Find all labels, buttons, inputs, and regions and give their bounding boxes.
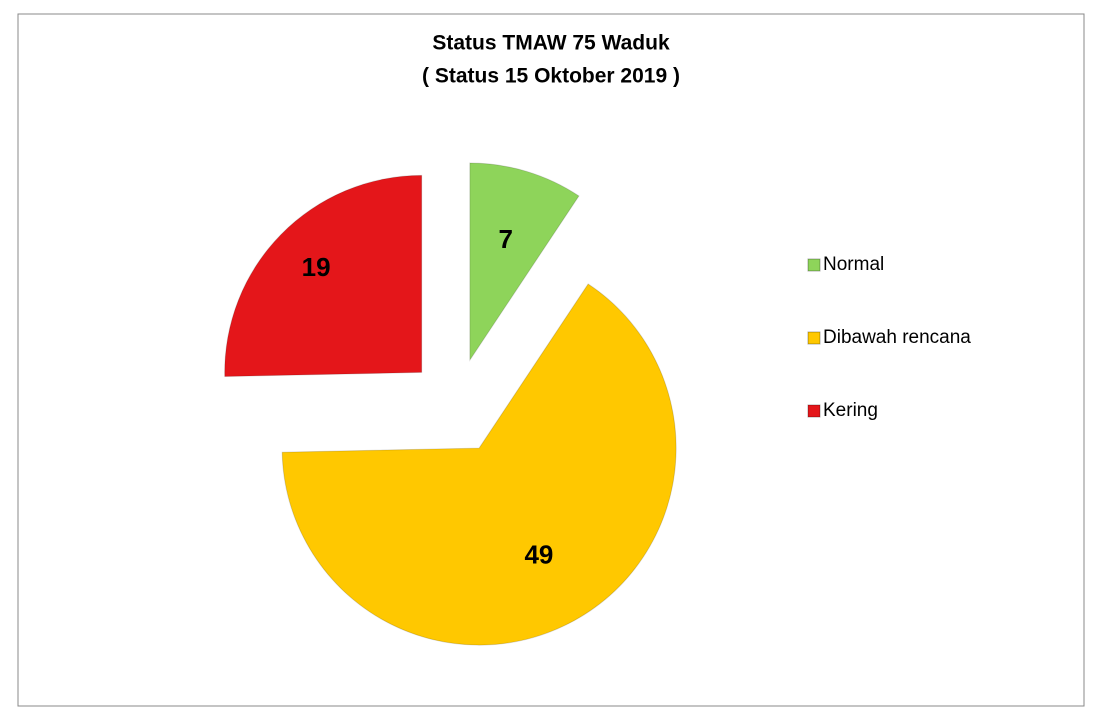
legend-swatch [807,404,821,418]
pie-slice [224,174,423,378]
data-label: 19 [302,252,331,282]
legend-label: Dibawah rencana [823,327,971,348]
data-label: 7 [499,224,513,254]
pie-slice [469,162,580,362]
pie-slice [281,283,677,646]
legend-label: Kering [823,400,878,421]
legend-label: Normal [823,254,884,275]
chart-title: Status TMAW 75 Waduk [432,32,670,55]
data-label: 49 [524,540,553,570]
legend-swatch [807,258,821,272]
chart-subtitle: ( Status 15 Oktober 2019 ) [422,65,680,88]
legend-swatch [807,331,821,345]
